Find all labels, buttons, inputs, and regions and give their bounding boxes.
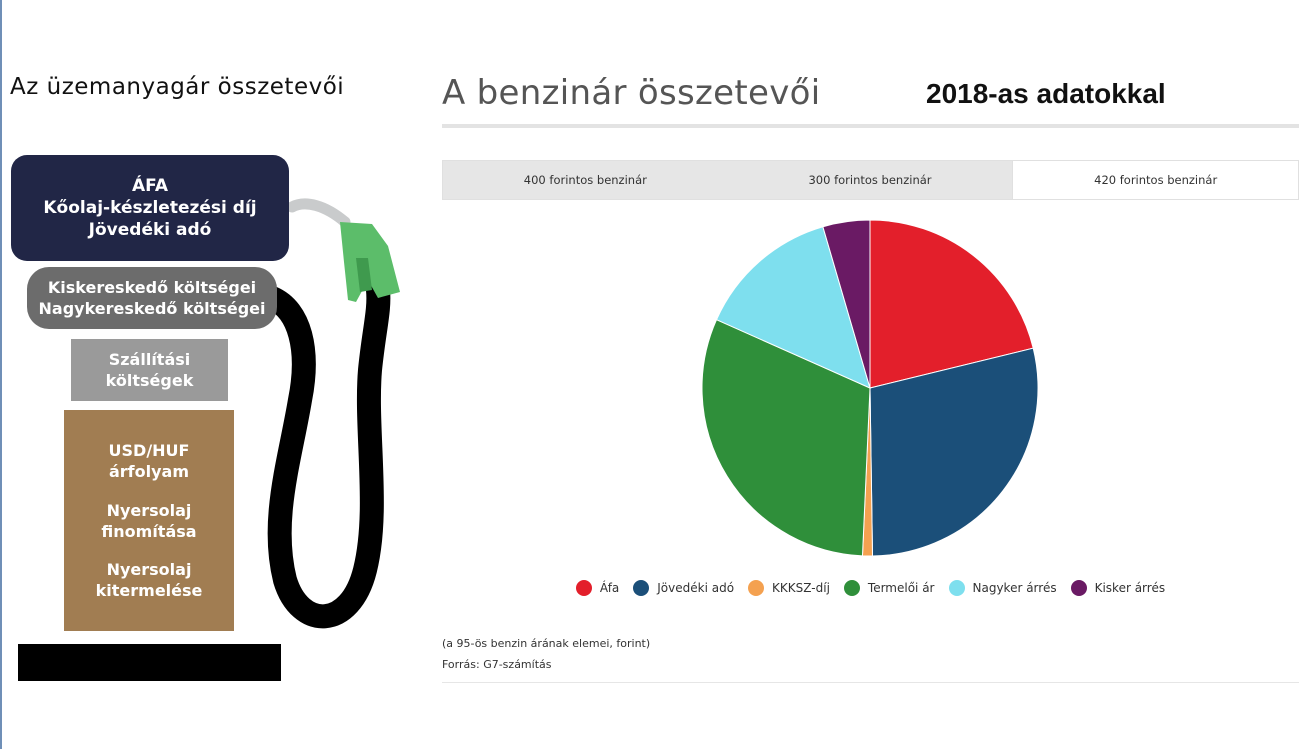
window-edge [0, 0, 2, 749]
transport-block: Szállítási költségek [71, 339, 228, 401]
legend-swatch [748, 580, 765, 596]
chart-subtitle: 2018-as adatokkal [926, 78, 1166, 109]
crude-line: kitermelése [95, 581, 203, 601]
legend-label: Kisker árrés [1094, 581, 1166, 595]
transport-line-1: Szállítási [108, 350, 191, 369]
pie-slice-kisker-árrés[interactable] [822, 219, 871, 389]
transport-line-2: költségek [105, 371, 194, 390]
price-tabs: 400 forintos benzinár 300 forintos benzi… [442, 160, 1299, 200]
crude-line: Nyersolaj [106, 500, 192, 520]
crude-group-refining: Nyersolaj finomítása [101, 500, 196, 542]
pie-slice-áfa[interactable] [869, 219, 1034, 389]
left-title: Az üzemanyagár összetevői [10, 74, 345, 100]
crude-group-exchange-rate: USD/HUF árfolyam [109, 440, 190, 482]
pie-slice-nagyker-árrés[interactable] [715, 226, 871, 389]
trade-line-wholesale: Nagykereskedő költségei [38, 299, 266, 318]
tax-line-excise: Jövedéki adó [88, 220, 212, 240]
chart-source: Forrás: G7-számítás [442, 658, 552, 671]
legend-swatch [843, 580, 860, 596]
tab-420-forint[interactable]: 420 forintos benzinár [1012, 161, 1299, 199]
legend-swatch [575, 580, 592, 596]
fuel-hose-illustration [260, 198, 400, 629]
legend-item[interactable]: Nagyker árrés [948, 580, 1057, 596]
title-divider [442, 124, 1299, 128]
hose [260, 278, 391, 629]
legend-swatch [633, 580, 650, 596]
legend-swatch [948, 580, 965, 596]
legend-label: Áfa [599, 581, 620, 595]
legend-label: KKKSZ-díj [772, 581, 830, 595]
chart-note: (a 95-ös benzin árának elemei, forint) [442, 637, 651, 650]
crude-line: finomítása [101, 521, 197, 541]
pump-base [18, 644, 281, 681]
pie-chart [701, 219, 1039, 557]
tax-line-vat: ÁFA [132, 176, 168, 196]
chart-legend: Áfa Jövedéki adó KKKSZ-díj Termelői ár Nagyk… [442, 580, 1299, 596]
crude-line: USD/HUF [108, 440, 190, 460]
trade-line-retail: Kiskereskedő költségei [47, 278, 257, 297]
legend-label: Jövedéki adó [657, 581, 735, 595]
trade-costs-block: Kiskereskedő költségei Nagykereskedő köl… [27, 267, 277, 329]
chart-title: A benzinár összetevői [442, 73, 821, 113]
legend-item[interactable]: Jövedéki adó [633, 580, 734, 596]
legend-item[interactable]: Kisker árrés [1070, 580, 1166, 596]
legend-item[interactable]: KKKSZ-díj [748, 580, 830, 596]
crude-line: Nyersolaj [106, 560, 192, 580]
legend-item[interactable]: Áfa [575, 580, 620, 596]
legend-item[interactable]: Termelői ár [843, 580, 935, 596]
legend-label: Nagyker árrés [972, 581, 1057, 595]
pie-slice-jövedéki-adó[interactable] [869, 347, 1039, 557]
pie-slice-termelői-ár[interactable] [701, 319, 871, 557]
tab-300-forint[interactable]: 300 forintos benzinár [808, 173, 932, 187]
legend-label: Termelői ár [867, 581, 935, 595]
crude-group-extraction: Nyersolaj kitermelése [96, 559, 203, 601]
bottom-divider [442, 682, 1299, 683]
crude-oil-block: USD/HUF árfolyam Nyersolaj finomítása Ny… [64, 410, 234, 631]
tax-block: ÁFA Kőolaj-készletezési díj Jövedéki adó [11, 155, 289, 261]
tax-line-reserve-fee: Kőolaj-készletezési díj [43, 198, 257, 218]
nozzle-spout [286, 198, 351, 228]
nozzle-icon [340, 222, 400, 302]
tab-400-forint[interactable]: 400 forintos benzinár [523, 173, 647, 187]
legend-swatch [1070, 580, 1087, 596]
crude-line: árfolyam [108, 461, 189, 481]
